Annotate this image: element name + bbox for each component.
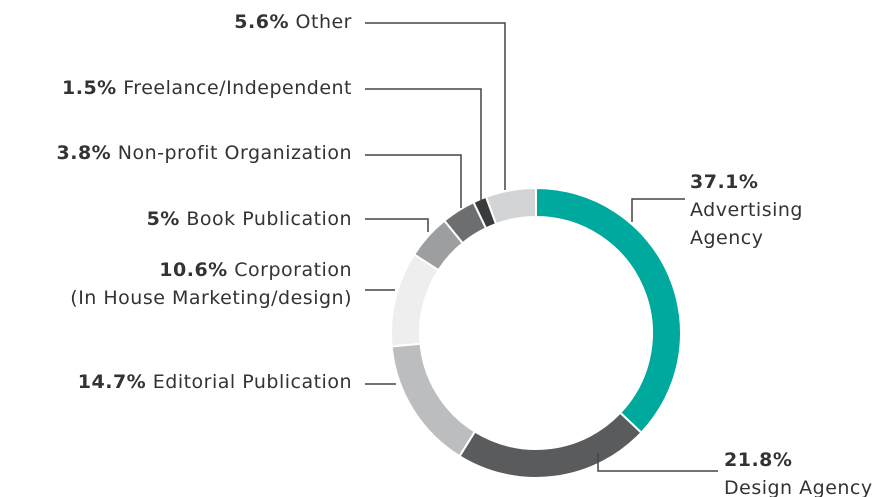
value-label: 5.6% [234, 11, 289, 33]
category-label: Freelance/Independent [123, 77, 352, 99]
value-label: 14.7% [77, 371, 147, 393]
value-label: 21.8% [724, 449, 793, 471]
donut-segment [390, 253, 440, 348]
value-label: 1.5% [62, 77, 117, 99]
leader-line [365, 218, 429, 232]
donut-segment [535, 186, 682, 435]
category-label: Design Agency [724, 477, 873, 497]
category-label: Editorial Publication [152, 371, 352, 393]
data-label: 5% Book Publication [147, 205, 352, 233]
value-label: 3.8% [56, 142, 112, 164]
data-label: 14.7% Editorial Publication [78, 368, 352, 396]
leader-line [365, 22, 506, 190]
leader-line [631, 198, 685, 222]
leader-line [365, 154, 462, 208]
data-label: 5.6% Other [234, 8, 352, 36]
data-label: 21.8% Design Agency [724, 446, 873, 497]
data-label: 10.6% Corporation (In House Marketing/de… [70, 256, 352, 312]
category-label: Corporation (In House Marketing/design) [70, 259, 352, 309]
value-label: 10.6% [159, 259, 228, 281]
data-label: 3.8% Non-profit Organization [57, 139, 353, 167]
donut-segment [458, 411, 643, 479]
category-label: Other [295, 11, 352, 33]
category-label: Book Publication [186, 208, 352, 230]
value-label: 5% [146, 208, 180, 230]
value-label: 37.1% [690, 171, 759, 193]
data-label: 37.1% Advertising Agency [690, 168, 878, 252]
donut-segment [390, 342, 477, 458]
leader-line [365, 88, 482, 200]
category-label: Advertising Agency [690, 199, 803, 249]
donut-segment [484, 186, 537, 226]
category-label: Non-profit Organization [117, 142, 352, 164]
data-label: 1.5% Freelance/Independent [62, 74, 352, 102]
leader-line [597, 453, 718, 472]
